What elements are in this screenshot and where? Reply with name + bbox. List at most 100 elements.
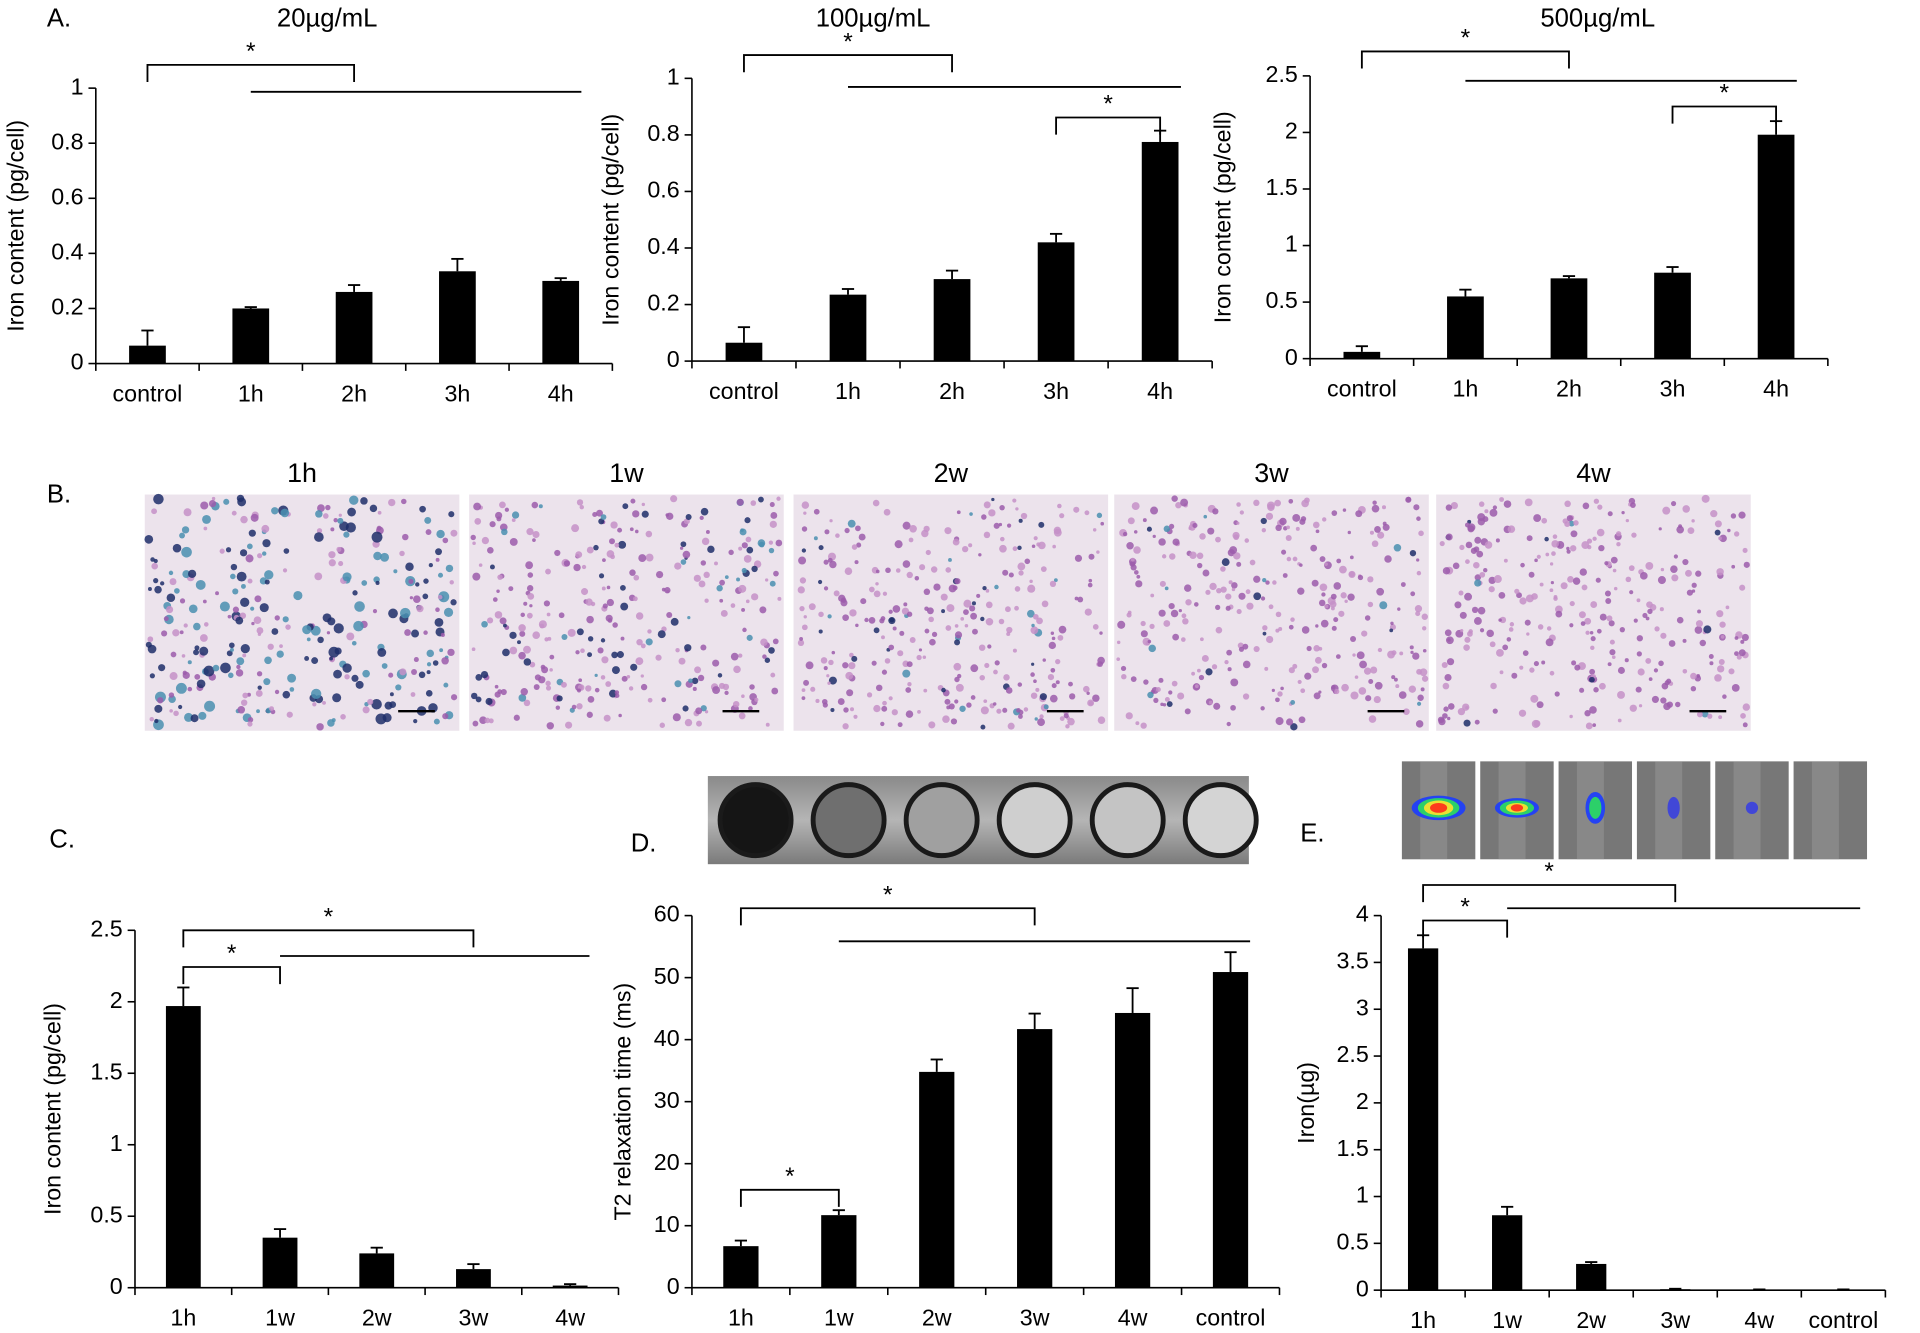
cell: [236, 571, 247, 582]
cell: [1318, 690, 1322, 694]
y-axis-label: Iron content (pg/cell): [1210, 111, 1236, 323]
image-title: 3w: [1254, 458, 1289, 488]
cell: [810, 686, 816, 692]
well: [1182, 782, 1259, 859]
cell: [897, 722, 903, 728]
cell: [981, 514, 987, 520]
cell: [1709, 661, 1714, 666]
cell: [741, 567, 747, 574]
cell: [336, 546, 342, 552]
significance-bracket: [743, 54, 953, 73]
cell: [759, 606, 767, 614]
cell: [195, 579, 206, 590]
cell: [240, 597, 250, 607]
cell: [680, 541, 687, 548]
cell: [264, 579, 270, 585]
cell: [274, 615, 280, 621]
significance-bracket: [1422, 884, 1677, 903]
significance-bracket: [182, 929, 475, 948]
cell: [1629, 704, 1637, 712]
cell: [225, 547, 232, 553]
cell: [629, 569, 636, 576]
cell: [1213, 702, 1221, 710]
cell: [174, 588, 180, 594]
cell: [311, 657, 319, 665]
cell: [1410, 591, 1416, 597]
y-tick-label: 0: [71, 349, 84, 375]
x-tick-label: 2h: [939, 378, 965, 404]
cell: [450, 599, 457, 606]
cell: [503, 623, 507, 628]
cell: [707, 545, 715, 554]
cell: [154, 718, 159, 724]
cell: [1026, 609, 1035, 618]
cell: [998, 618, 1005, 625]
cell: [1637, 668, 1645, 676]
cell: [719, 579, 725, 586]
stain-image: [1114, 494, 1429, 731]
cell: [502, 648, 510, 657]
cell: [1365, 695, 1372, 702]
cell: [724, 690, 729, 695]
cell: [1228, 580, 1233, 585]
cell: [1534, 558, 1538, 563]
cell: [1467, 631, 1473, 637]
cell: [999, 504, 1005, 511]
cell: [697, 674, 705, 682]
cell: [1331, 685, 1336, 690]
cell: [1166, 701, 1173, 707]
cell: [1585, 630, 1590, 635]
cell: [1738, 649, 1746, 657]
cell: [864, 617, 869, 623]
cell: [854, 560, 859, 565]
cell: [242, 653, 247, 658]
cell: [698, 580, 706, 588]
cell: [250, 606, 255, 611]
cell: [688, 678, 693, 684]
cell: [1371, 504, 1380, 513]
cell: [1357, 574, 1364, 581]
stain-image: [469, 494, 784, 731]
cell: [1714, 674, 1722, 682]
cell: [549, 668, 553, 672]
cell: [352, 590, 358, 596]
cell: [1473, 561, 1480, 569]
cell: [873, 704, 881, 713]
cell: [1736, 654, 1742, 660]
cell: [1610, 556, 1618, 564]
cell: [1037, 718, 1045, 727]
cell: [1356, 651, 1365, 660]
cell: [880, 721, 885, 727]
cell: [1473, 546, 1480, 553]
cell: [437, 572, 444, 578]
cell: [666, 512, 674, 520]
cell: [1116, 657, 1121, 661]
cell: [1445, 533, 1453, 541]
cell: [866, 692, 873, 698]
cell: [959, 705, 966, 712]
cell: [600, 675, 606, 680]
cell: [1549, 588, 1554, 593]
cell: [657, 630, 666, 639]
cell: [741, 607, 746, 612]
cell: [575, 650, 580, 655]
cell: [1158, 538, 1166, 546]
cell: [1595, 577, 1601, 583]
cell: [450, 694, 458, 701]
cell: [1447, 638, 1451, 642]
cell: [978, 644, 986, 651]
cell: [1592, 723, 1597, 727]
cell: [586, 711, 593, 718]
cell: [1551, 540, 1559, 548]
cell: [327, 617, 336, 626]
cell: [333, 623, 344, 634]
cell: [719, 598, 724, 603]
cell: [602, 558, 606, 563]
bar: [542, 280, 580, 364]
cell: [1266, 501, 1276, 510]
cell: [1049, 694, 1058, 703]
cell: [500, 688, 507, 696]
cell: [633, 596, 638, 602]
panel-label: E.: [1300, 820, 1324, 848]
cell: [1169, 553, 1176, 560]
